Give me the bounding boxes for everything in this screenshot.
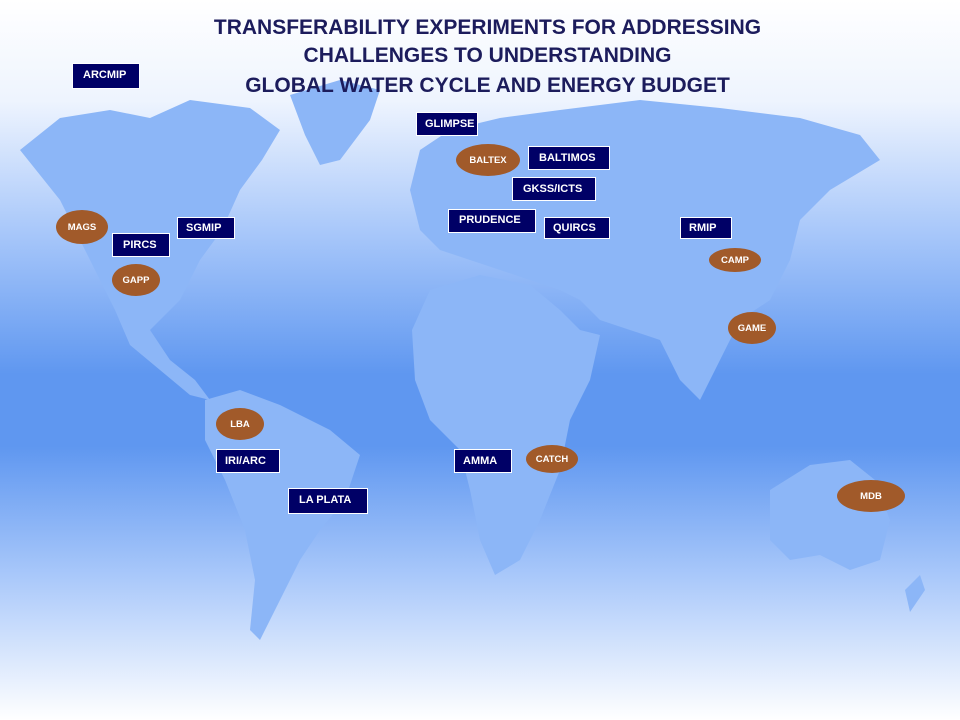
title-line: TRANSFERABILITY EXPERIMENTS FOR ADDRESSI…	[213, 16, 762, 39]
project-box: BALTIMOS	[528, 146, 610, 170]
new-zealand	[905, 575, 925, 612]
project-box: IRI/ARC	[216, 449, 280, 473]
experiment-oval: GAPP	[112, 264, 160, 296]
title-line: CHALLENGES TO UNDERSTANDING	[303, 44, 672, 67]
australia	[770, 460, 890, 570]
experiment-oval: LBA	[216, 408, 264, 440]
project-box: PRUDENCE	[448, 209, 536, 233]
project-box: GKSS/ICTS	[512, 177, 596, 201]
experiment-oval: BALTEX	[456, 144, 520, 176]
project-box: RMIP	[680, 217, 732, 239]
experiment-oval: CAMP	[709, 248, 761, 272]
experiment-oval: CATCH	[526, 445, 578, 473]
project-box: PIRCS	[112, 233, 170, 257]
experiment-oval: GAME	[728, 312, 776, 344]
project-box: ARCMIP	[72, 63, 140, 89]
africa	[412, 275, 600, 575]
project-box: QUIRCS	[544, 217, 610, 239]
experiment-oval: MDB	[837, 480, 905, 512]
title-line: GLOBAL WATER CYCLE AND ENERGY BUDGET	[245, 74, 730, 97]
experiment-oval: MAGS	[56, 210, 108, 244]
project-box: LA PLATA	[288, 488, 368, 514]
eurasia	[410, 100, 880, 400]
project-box: GLIMPSE	[416, 112, 478, 136]
project-box: AMMA	[454, 449, 512, 473]
project-box: SGMIP	[177, 217, 235, 239]
greenland	[290, 80, 380, 165]
